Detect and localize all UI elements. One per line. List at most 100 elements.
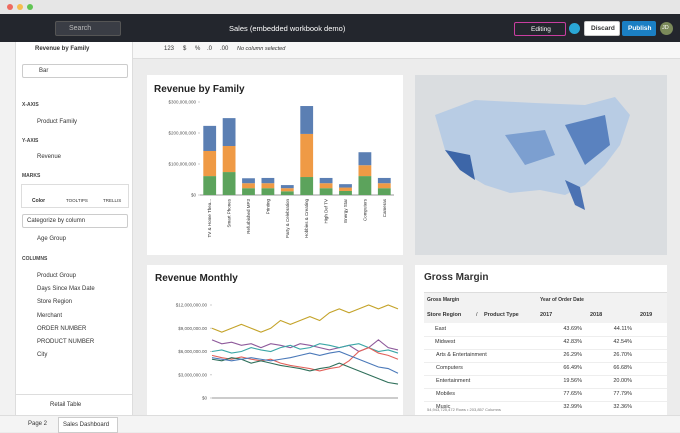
column-item: Product Group [37, 273, 77, 279]
cell: 20.00% [613, 378, 632, 384]
chart-title: Revenue Monthly [155, 273, 238, 284]
x-tick-label: Energy Star [343, 199, 348, 223]
field-pill[interactable]: Age Group [37, 236, 67, 242]
header-cell: Gross Margin [427, 297, 460, 303]
status-icon [569, 23, 580, 34]
section-label: X-AXIS [22, 102, 39, 108]
column-item: Merchant [37, 312, 63, 319]
color-mode-select[interactable]: Categorize by column [22, 214, 128, 228]
cell: 26.29% [563, 352, 582, 358]
tab[interactable]: TOOLTIPS [66, 198, 88, 203]
row-label: East [435, 326, 447, 332]
region [445, 150, 475, 180]
field-pill[interactable]: Product Family [37, 119, 78, 125]
percent-button[interactable]: % [195, 46, 201, 52]
cell: 26.70% [613, 352, 632, 358]
bar-segment [300, 106, 314, 134]
panel-title: Revenue by Family [35, 46, 90, 52]
bar-segment [300, 177, 314, 195]
column-item: ORDER NUMBER [37, 325, 87, 332]
x-tick-label: Computers [362, 198, 367, 221]
year-header: 2019 [640, 312, 653, 318]
search-placeholder: Search [69, 25, 92, 32]
x-tick-label: Party & Celebration [285, 199, 290, 239]
cell: 66.68% [613, 365, 632, 371]
column-item: Store Region [37, 299, 73, 306]
cell: 77.65% [563, 391, 582, 397]
header-cell: / [476, 312, 478, 318]
y-tick-label: $300,000,000 [168, 100, 196, 105]
bar-segment [377, 188, 391, 195]
app-header: Search Sales (embedded workbook demo) Ed… [0, 14, 680, 42]
y-tick-label: $0 [202, 396, 208, 401]
bar-segment [261, 188, 275, 195]
divider [16, 394, 132, 395]
region [565, 115, 610, 165]
row-label: Music [436, 404, 451, 410]
row-divider [424, 401, 667, 402]
row-divider [424, 388, 667, 389]
cell: 19.56% [563, 378, 582, 384]
tool-rail [0, 42, 16, 415]
bar-segment [339, 184, 352, 188]
mode-button[interactable]: Editing [514, 22, 566, 36]
map-card [415, 75, 667, 255]
data-source[interactable]: Retail Table [50, 402, 82, 408]
bar-segment [222, 172, 236, 195]
bar-segment [377, 183, 391, 189]
tab[interactable]: Color [32, 198, 46, 204]
currency-button[interactable]: $ [183, 46, 187, 52]
x-tick-label: TV & Home Thea... [207, 199, 212, 237]
bar-segment [203, 150, 217, 177]
publish-label: Publish [628, 25, 652, 32]
search-box[interactable]: Search [55, 21, 121, 36]
bar-segment [358, 176, 372, 195]
selection-status: No column selected [237, 46, 286, 52]
pivot-table: Gross Margin Year of Order Date Store Re… [424, 292, 667, 411]
bar-segment [203, 125, 217, 151]
tab[interactable]: TRELLIS [103, 198, 122, 203]
format-button[interactable]: 123 [164, 46, 175, 52]
bar-segment [319, 183, 333, 189]
publish-button[interactable]: Publish [622, 21, 656, 36]
zoom[interactable] [27, 4, 33, 10]
series-line [211, 339, 399, 353]
bar-segment [261, 183, 275, 189]
section-label: Y-AXIS [22, 138, 39, 144]
cell: 66.49% [563, 365, 582, 371]
mode-label: Editing [531, 26, 551, 33]
y-tick-label: $200,000,000 [168, 131, 196, 136]
avatar[interactable]: JD [660, 22, 673, 35]
cell: 77.79% [613, 391, 632, 397]
table-footer: 54,943,725,472 Rows • 203,857 Columns [427, 407, 501, 412]
minimize[interactable] [17, 4, 23, 10]
page-tab[interactable]: Page 2 [28, 421, 48, 427]
table-card: Gross Margin Gross Margin Year of Order … [415, 265, 667, 415]
marks-tabs: Color TOOLTIPS TRELLIS [21, 184, 129, 208]
bar-segment [358, 152, 372, 166]
line-card [147, 265, 403, 415]
decimal-more[interactable]: .00 [220, 46, 229, 52]
row-divider [424, 375, 667, 376]
field-pill[interactable]: Revenue [37, 154, 62, 160]
series-line [211, 304, 399, 333]
bar-segment [203, 176, 217, 195]
y-tick-label: $0 [191, 193, 197, 198]
workbook-title[interactable]: Sales (embedded workbook demo) [229, 24, 346, 33]
region [505, 130, 555, 165]
year-header: 2018 [590, 312, 603, 318]
close[interactable] [7, 4, 13, 10]
chart-type-select[interactable]: Bar [22, 64, 128, 78]
row-label: Computers [436, 365, 463, 371]
column-item: City [37, 352, 48, 359]
map [435, 97, 630, 210]
discard-button[interactable]: Discard [584, 21, 620, 36]
column-item: Days Since Max Date [37, 286, 95, 293]
bar-segment [242, 188, 255, 195]
x-tick-label: Cameras [382, 198, 387, 217]
decimal-less[interactable]: .0 [207, 46, 213, 52]
editor-panel: Revenue by Family Bar X-AXIS Product Fam… [16, 42, 133, 415]
row-label: Arts & Entertainment [436, 352, 487, 358]
column-item: PRODUCT NUMBER [37, 339, 95, 345]
x-tick-label: Printing [265, 199, 270, 215]
